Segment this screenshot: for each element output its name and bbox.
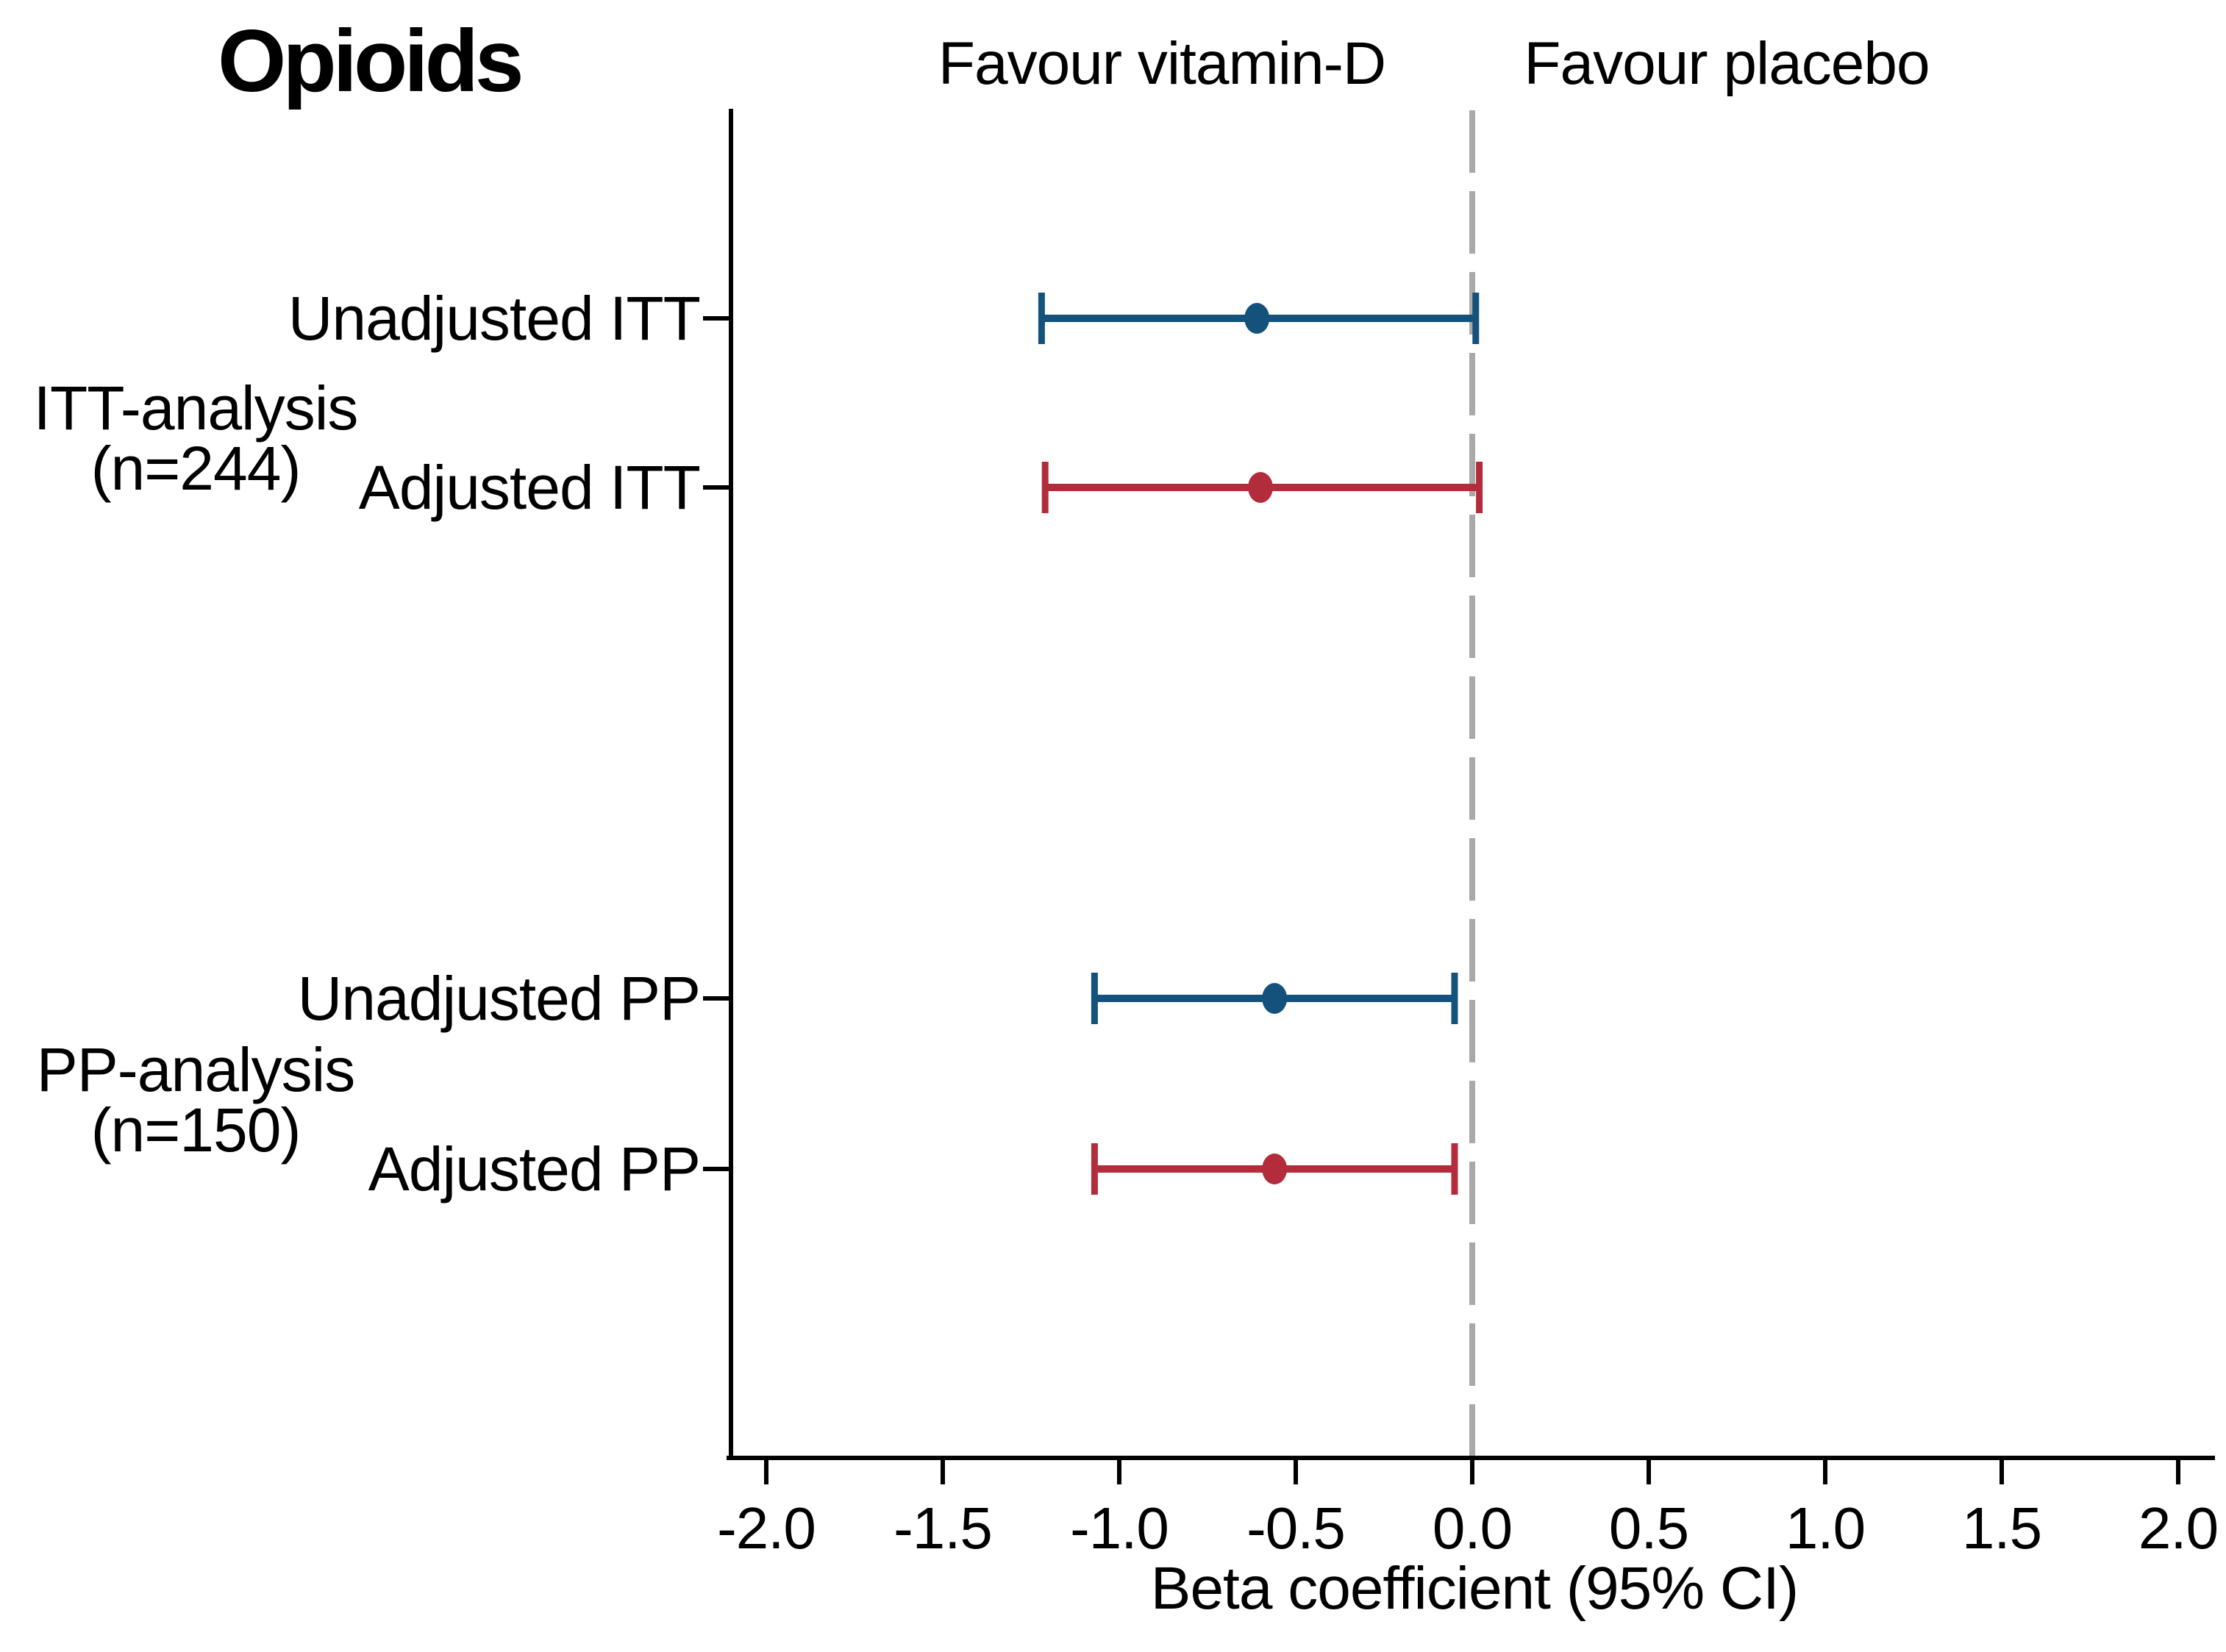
group-label-itt-line1: ITT-analysis bbox=[33, 373, 359, 443]
favour-placebo-label: Favour placebo bbox=[1524, 30, 1930, 97]
x-tick-label: -1.0 bbox=[1070, 1495, 1169, 1561]
row-label-adjusted-itt: Adjusted ITT bbox=[358, 453, 701, 522]
point-estimate-marker bbox=[1262, 983, 1288, 1014]
figure-title: Opioids bbox=[218, 12, 524, 110]
x-axis-title: Beta coefficient (95% CI) bbox=[1150, 1555, 1799, 1622]
x-tick-label: -2.0 bbox=[717, 1495, 816, 1561]
x-tick-label: 1.5 bbox=[1961, 1495, 2042, 1561]
point-estimate-marker bbox=[1248, 472, 1273, 503]
group-label-itt: ITT-analysis (n=244) bbox=[12, 373, 379, 503]
x-tick-label: 1.0 bbox=[1785, 1495, 1866, 1561]
group-label-pp: PP-analysis (n=150) bbox=[12, 1035, 379, 1165]
x-tick-label: 0.5 bbox=[1608, 1495, 1689, 1561]
point-estimate-marker bbox=[1262, 1154, 1288, 1184]
point-estimate-marker bbox=[1244, 303, 1270, 334]
x-tick-label: -0.5 bbox=[1246, 1495, 1346, 1561]
group-label-pp-line2: (n=150) bbox=[90, 1095, 302, 1165]
x-tick-label: -1.5 bbox=[893, 1495, 993, 1561]
x-tick-label: 2.0 bbox=[2138, 1495, 2219, 1561]
row-label-unadjusted-pp: Unadjusted PP bbox=[297, 964, 701, 1033]
row-label-unadjusted-itt: Unadjusted ITT bbox=[288, 284, 701, 353]
group-label-itt-line2: (n=244) bbox=[90, 434, 302, 503]
favour-vitamin-d-label: Favour vitamin-D bbox=[938, 30, 1386, 97]
group-label-pp-line1: PP-analysis bbox=[36, 1035, 356, 1104]
x-tick-label: 0.0 bbox=[1432, 1495, 1513, 1561]
row-label-adjusted-pp: Adjusted PP bbox=[368, 1134, 701, 1204]
